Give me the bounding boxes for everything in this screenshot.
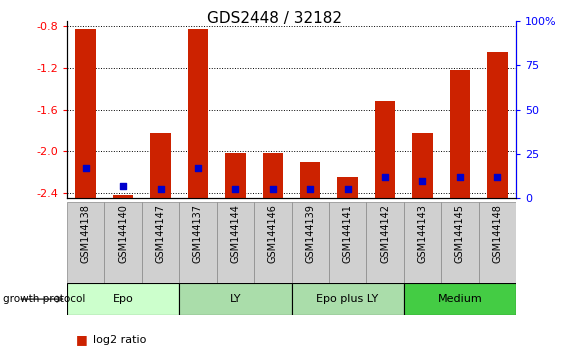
Bar — [412, 133, 433, 198]
Text: GSM144139: GSM144139 — [305, 204, 315, 263]
Bar — [441, 202, 479, 283]
Bar — [217, 202, 254, 283]
Bar — [67, 283, 179, 315]
Bar — [338, 177, 358, 198]
Text: growth protocol: growth protocol — [3, 294, 85, 304]
Bar — [254, 202, 292, 283]
Bar — [487, 52, 508, 198]
Point — [418, 178, 427, 183]
Text: LY: LY — [230, 294, 241, 304]
Point — [231, 187, 240, 192]
Text: GSM144147: GSM144147 — [156, 204, 166, 263]
Bar — [329, 202, 366, 283]
Bar — [292, 283, 403, 315]
Point — [493, 174, 502, 180]
Point — [343, 187, 352, 192]
Text: Medium: Medium — [437, 294, 482, 304]
Bar — [188, 29, 208, 198]
Text: GSM144148: GSM144148 — [492, 204, 502, 263]
Point — [156, 187, 165, 192]
Text: GSM144141: GSM144141 — [343, 204, 353, 263]
Text: GSM144142: GSM144142 — [380, 204, 390, 263]
Text: Epo plus LY: Epo plus LY — [317, 294, 379, 304]
Text: GSM144140: GSM144140 — [118, 204, 128, 263]
Bar — [300, 162, 321, 198]
Bar — [225, 154, 245, 198]
Text: ■: ■ — [76, 333, 87, 346]
Text: GSM144143: GSM144143 — [417, 204, 427, 263]
Bar — [366, 202, 403, 283]
Bar — [262, 154, 283, 198]
Bar — [150, 133, 171, 198]
Point — [268, 187, 278, 192]
Bar — [179, 202, 217, 283]
Text: Epo: Epo — [113, 294, 134, 304]
Bar — [449, 70, 470, 198]
Text: GSM144145: GSM144145 — [455, 204, 465, 263]
Bar — [113, 195, 134, 198]
Point — [81, 165, 90, 171]
Bar — [142, 202, 180, 283]
Bar — [403, 283, 516, 315]
Bar — [67, 202, 104, 283]
Text: GDS2448 / 32182: GDS2448 / 32182 — [206, 11, 342, 25]
Text: GSM144146: GSM144146 — [268, 204, 278, 263]
Bar — [104, 202, 142, 283]
Bar — [479, 202, 516, 283]
Point — [305, 187, 315, 192]
Text: GSM144144: GSM144144 — [230, 204, 240, 263]
Bar — [179, 283, 292, 315]
Point — [455, 174, 465, 180]
Bar — [375, 101, 395, 198]
Point — [194, 165, 203, 171]
Text: log2 ratio: log2 ratio — [93, 335, 147, 345]
Point — [118, 183, 128, 189]
Bar — [292, 202, 329, 283]
Point — [380, 174, 389, 180]
Bar — [403, 202, 441, 283]
Text: GSM144137: GSM144137 — [193, 204, 203, 263]
Text: GSM144138: GSM144138 — [81, 204, 91, 263]
Bar — [75, 29, 96, 198]
